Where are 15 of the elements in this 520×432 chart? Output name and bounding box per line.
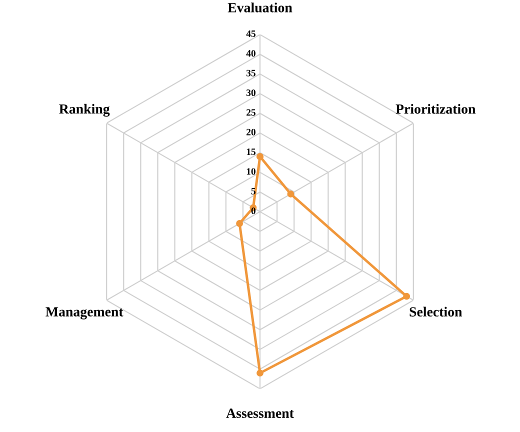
spoke-label: Assessment [226,408,294,418]
y-tick-label: 0 [251,208,256,214]
y-tick-label: 30 [246,89,256,96]
y-tick-label: 35 [246,70,256,76]
spoke-label: Evaluation [228,2,292,12]
spoke-label: Management [46,307,124,320]
spoke-label: Ranking [59,104,110,117]
spoke-label: Prioritization [396,104,476,114]
y-tick-label: 25 [246,109,256,116]
y-tick-label: 20 [246,128,256,136]
y-tick-label: 15 [246,148,256,156]
y-tick-label: 40 [246,50,256,57]
spoke-label: Selection [410,306,462,317]
y-tick-label: 45 [246,30,256,37]
y-tick-label: 10 [246,168,256,175]
